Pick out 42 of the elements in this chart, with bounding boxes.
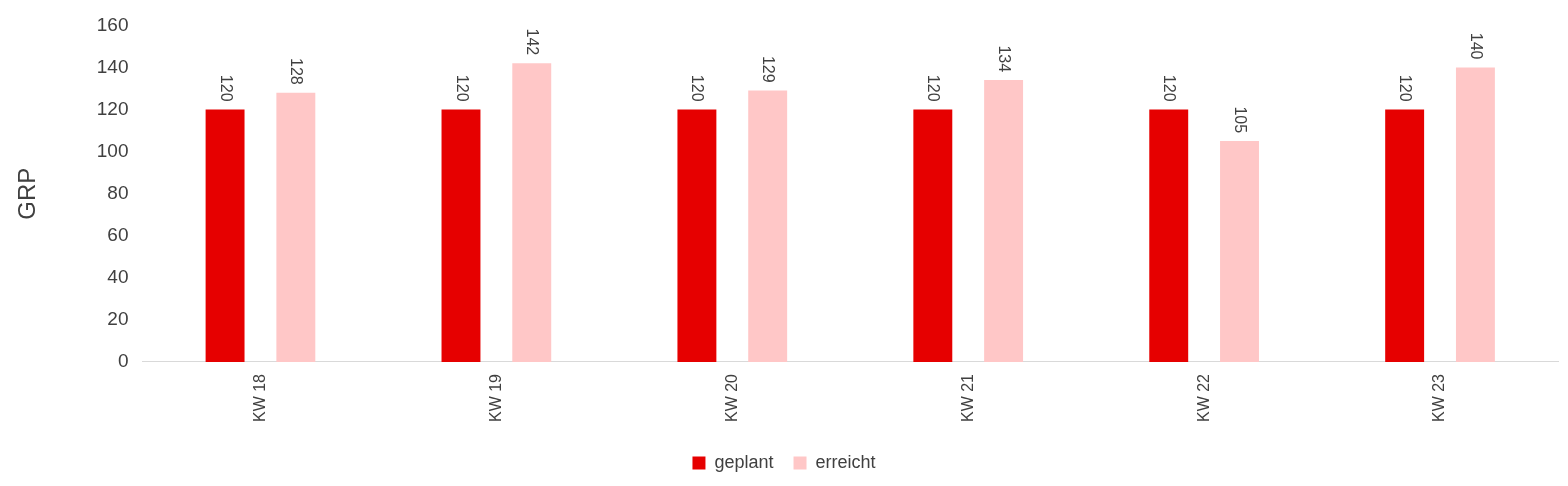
bar	[1149, 109, 1189, 362]
x-tick-label: KW 22	[1194, 373, 1212, 422]
data-label: 120	[1397, 74, 1415, 102]
bar	[748, 90, 788, 362]
bar	[512, 63, 552, 362]
y-tick-label: 40	[107, 266, 129, 288]
y-tick-label: 160	[96, 13, 129, 35]
data-label: 105	[1232, 106, 1250, 134]
y-axis-title: GRP	[13, 167, 41, 220]
data-label: 134	[996, 45, 1014, 73]
x-tick-label: KW 23	[1430, 373, 1448, 422]
y-tick-label: 100	[96, 139, 129, 161]
bar	[205, 109, 245, 362]
legend-label: geplant	[714, 451, 774, 472]
y-tick-label: 80	[107, 181, 129, 203]
bar	[276, 92, 316, 362]
data-label: 142	[524, 28, 542, 56]
x-tick-label: KW 21	[958, 373, 976, 422]
legend-label: erreicht	[815, 451, 876, 472]
bar	[984, 80, 1024, 362]
data-label: 128	[288, 58, 306, 85]
data-label: 120	[925, 74, 943, 102]
x-tick-label: KW 19	[486, 373, 504, 422]
y-tick-label: 140	[96, 55, 129, 77]
bar	[1455, 67, 1495, 362]
bar	[1385, 109, 1425, 362]
y-tick-label: 20	[107, 308, 129, 330]
data-label: 120	[217, 74, 235, 102]
x-tick-label: KW 20	[722, 373, 740, 422]
x-tick-label: KW 18	[250, 373, 268, 422]
data-label: 140	[1468, 32, 1486, 60]
bar	[1220, 141, 1259, 362]
y-tick-label: 120	[96, 97, 129, 119]
bar	[677, 109, 717, 362]
data-label: 129	[760, 55, 778, 83]
data-label: 120	[453, 74, 471, 102]
y-tick-label: 0	[117, 350, 129, 372]
bar	[913, 109, 953, 362]
bar	[441, 109, 481, 362]
data-label: 120	[689, 74, 707, 102]
y-tick-label: 60	[107, 224, 129, 245]
data-label: 120	[1161, 74, 1179, 102]
